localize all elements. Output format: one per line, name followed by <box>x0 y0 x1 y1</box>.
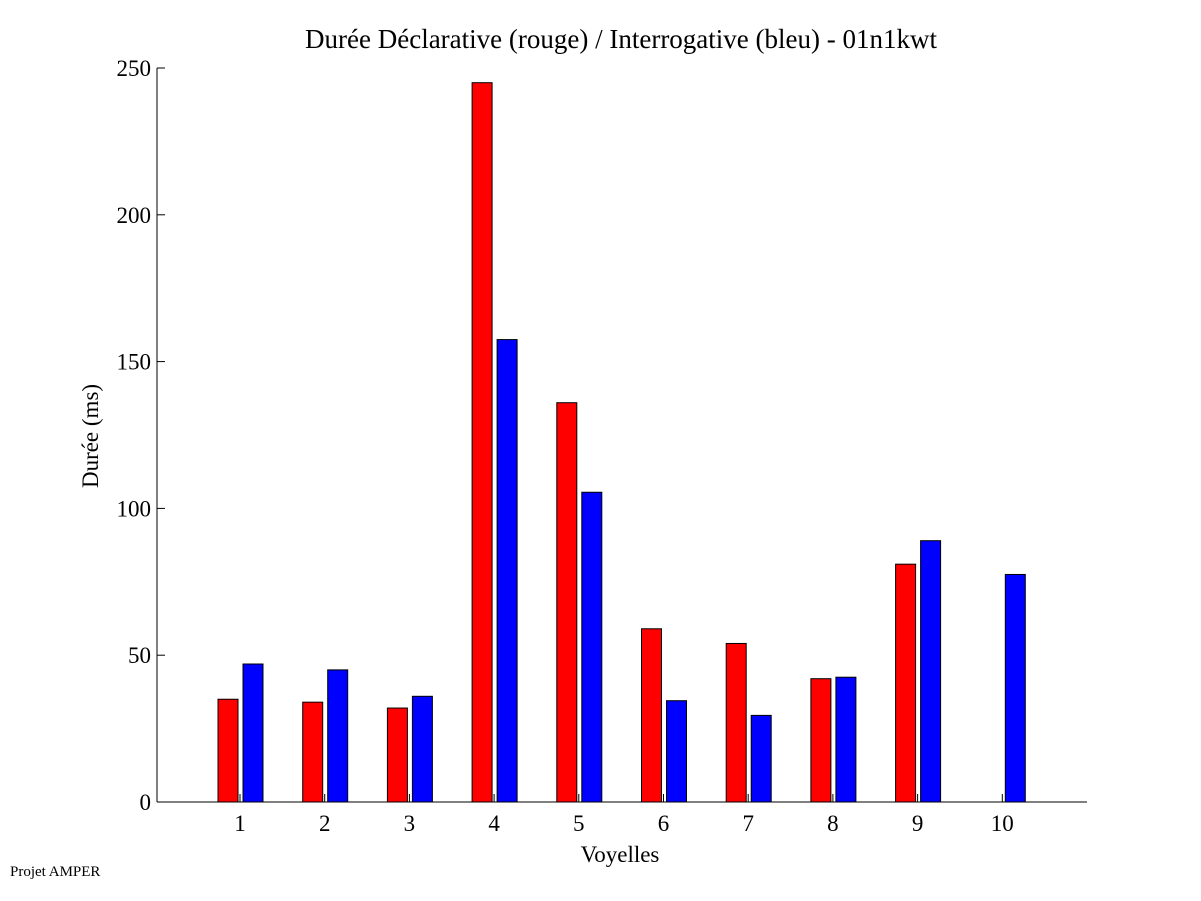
y-axis-label: Durée (ms) <box>78 384 103 488</box>
bar-declarative-5 <box>556 402 578 803</box>
y-tick-label: 100 <box>117 496 152 521</box>
bar-interrogative-2 <box>327 669 349 803</box>
bar-interrogative-9 <box>920 540 942 803</box>
bar-interrogative-10 <box>1004 573 1026 803</box>
bar-declarative-6 <box>641 628 662 803</box>
bar-interrogative-5 <box>581 491 603 803</box>
x-tick-label: 5 <box>573 811 585 836</box>
x-tick-label: 10 <box>991 811 1014 836</box>
y-tick-label: 150 <box>117 350 152 375</box>
x-tick-label: 8 <box>827 811 839 836</box>
x-tick-label: 2 <box>319 811 331 836</box>
bar-interrogative-7 <box>750 714 772 803</box>
footer-note: Projet AMPER <box>10 864 101 880</box>
bar-interrogative-1 <box>242 663 264 803</box>
bar-interrogative-6 <box>666 700 687 803</box>
x-tick-label: 1 <box>234 811 246 836</box>
x-tick-label: 4 <box>488 811 500 836</box>
bar-declarative-9 <box>895 563 917 803</box>
x-tick-label: 9 <box>912 811 924 836</box>
x-tick-label: 6 <box>658 811 670 836</box>
y-tick-label: 200 <box>117 203 152 228</box>
x-axis-label: Voyelles <box>581 842 660 867</box>
y-tick-label: 0 <box>140 790 152 815</box>
bar-declarative-3 <box>386 707 408 803</box>
bar-interrogative-3 <box>411 695 433 803</box>
bar-declarative-4 <box>471 82 493 803</box>
bar-declarative-1 <box>217 698 239 803</box>
axes: 0 50 100 150 200 250 1 2 3 4 5 6 7 8 9 10 <box>117 56 1087 836</box>
bar-declarative-2 <box>302 701 324 803</box>
y-tick-label: 50 <box>128 643 151 668</box>
y-tick-label: 250 <box>117 56 152 81</box>
bar-declarative-8 <box>810 678 832 803</box>
chart-title: Durée Déclarative (rouge) / Interrogativ… <box>305 24 937 54</box>
x-tick-label: 7 <box>742 811 754 836</box>
bar-interrogative-8 <box>835 676 857 803</box>
x-tick-label: 3 <box>404 811 416 836</box>
bars <box>217 82 1026 803</box>
bar-declarative-7 <box>725 642 747 803</box>
bar-interrogative-4 <box>496 339 518 803</box>
